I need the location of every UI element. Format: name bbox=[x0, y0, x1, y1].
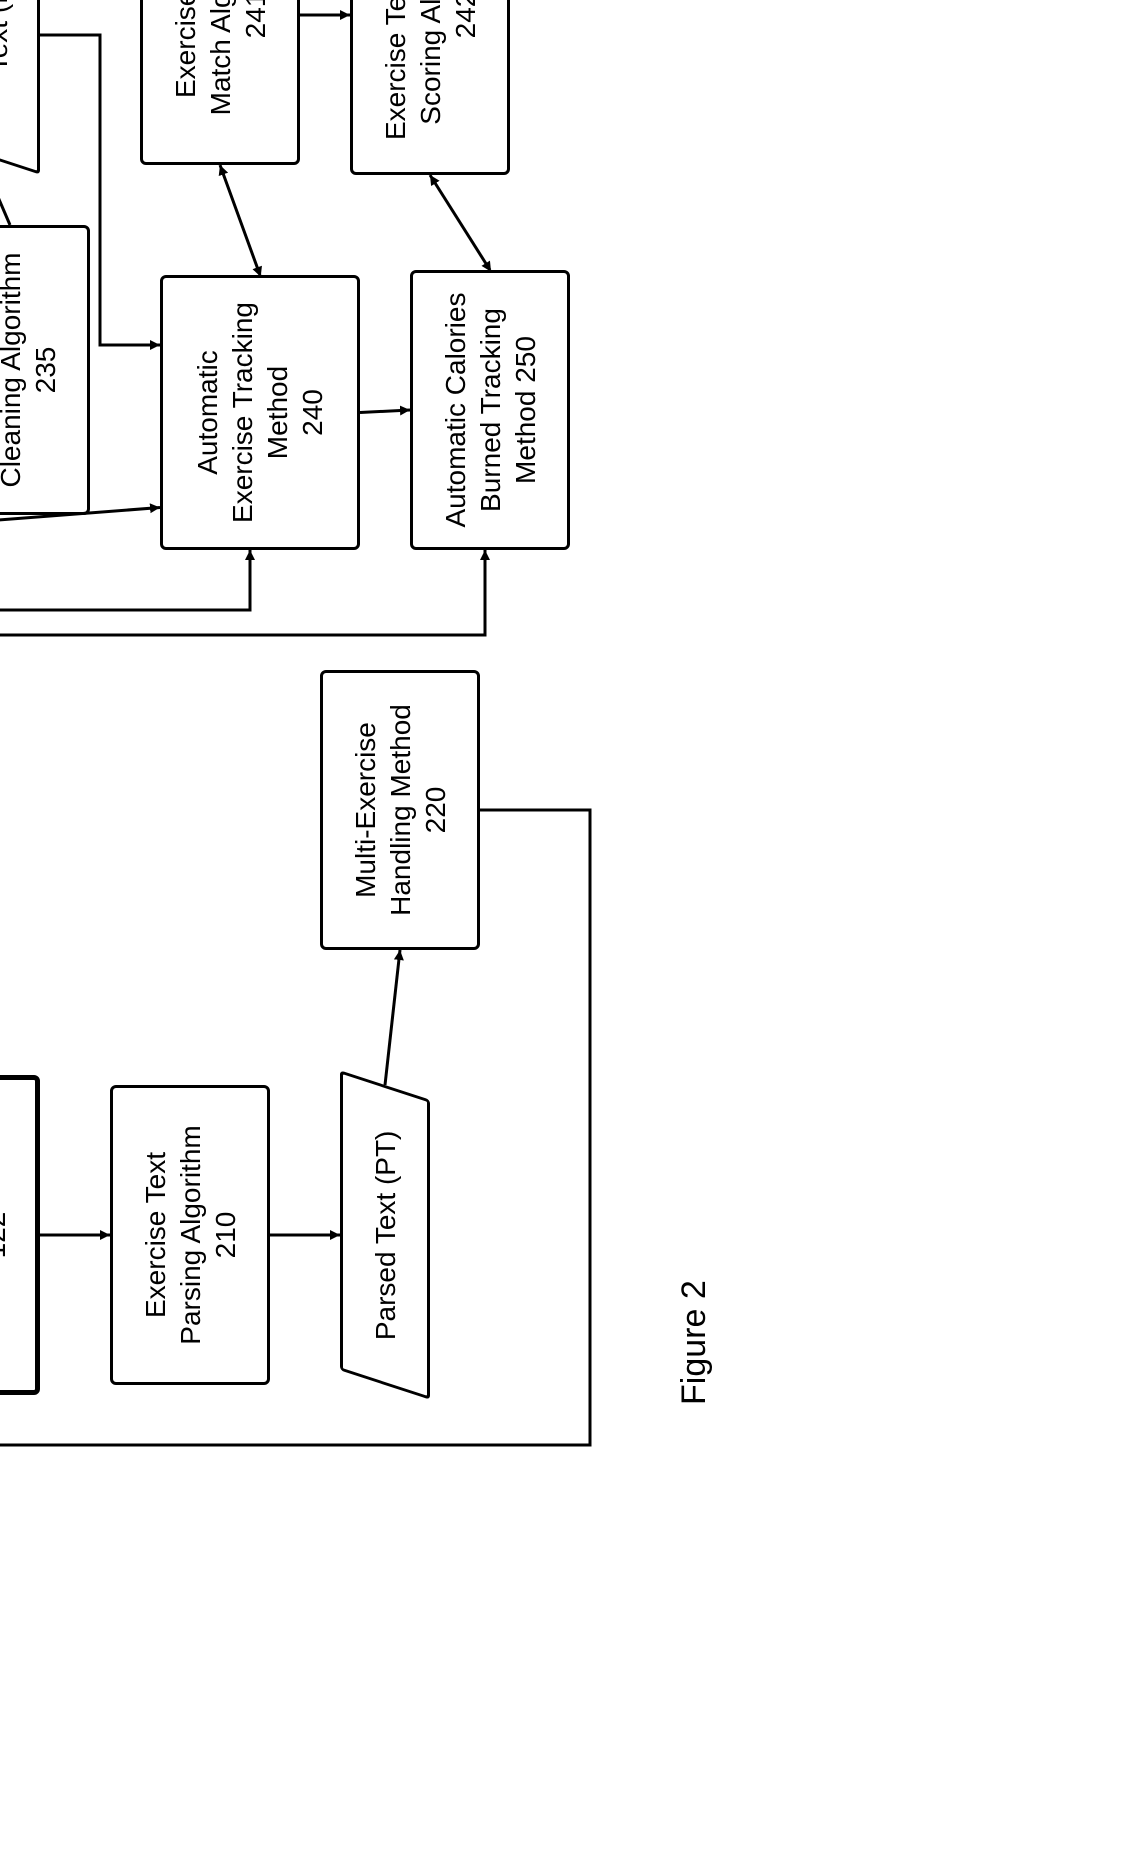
node-pct: Parsed & CleanedText (PCT) bbox=[0, 0, 40, 174]
node-label: Multi-ExerciseAdministration122 bbox=[0, 1146, 13, 1323]
node-label: Exercise Text MatchScoring Algorithm242 bbox=[378, 0, 483, 140]
node-ex_match: Exercise TextMatch Algorithm241 bbox=[140, 0, 300, 165]
node-ex_track: AutomaticExercise TrackingMethod240 bbox=[160, 275, 360, 550]
node-label: Multi-ExerciseHandling Method220 bbox=[348, 704, 453, 916]
node-ex_score: Exercise Text MatchScoring Algorithm242 bbox=[350, 0, 510, 175]
node-parsed_text: Parsed Text (PT) bbox=[340, 1070, 430, 1399]
figure-label: Figure 2 bbox=[675, 1280, 714, 1405]
node-label: Parsed & CleanedText (PCT) bbox=[0, 0, 15, 119]
node-label: Exercise TextParsing Algorithm210 bbox=[138, 1125, 243, 1344]
node-parsing_alg: Exercise TextParsing Algorithm210 bbox=[110, 1085, 270, 1385]
node-label: Parsed Text (PT) bbox=[368, 1130, 403, 1340]
node-label: Exercise TextMatch Algorithm241 bbox=[168, 0, 273, 115]
diagram-canvas: Transcribed orTyped Text (T)Multi-Exerci… bbox=[0, 0, 765, 1505]
node-multi_admin: Multi-ExerciseAdministration122 bbox=[0, 1075, 40, 1395]
node-label: Automatic CaloriesBurned TrackingMethod … bbox=[438, 293, 543, 528]
node-multi_handle: Multi-ExerciseHandling Method220 bbox=[320, 670, 480, 950]
node-label: Exercise TextCleaning Algorithm235 bbox=[0, 252, 63, 487]
node-cal_burn: Automatic CaloriesBurned TrackingMethod … bbox=[410, 270, 570, 550]
node-label: AutomaticExercise TrackingMethod240 bbox=[190, 302, 330, 523]
node-clean_alg: Exercise TextCleaning Algorithm235 bbox=[0, 225, 90, 515]
